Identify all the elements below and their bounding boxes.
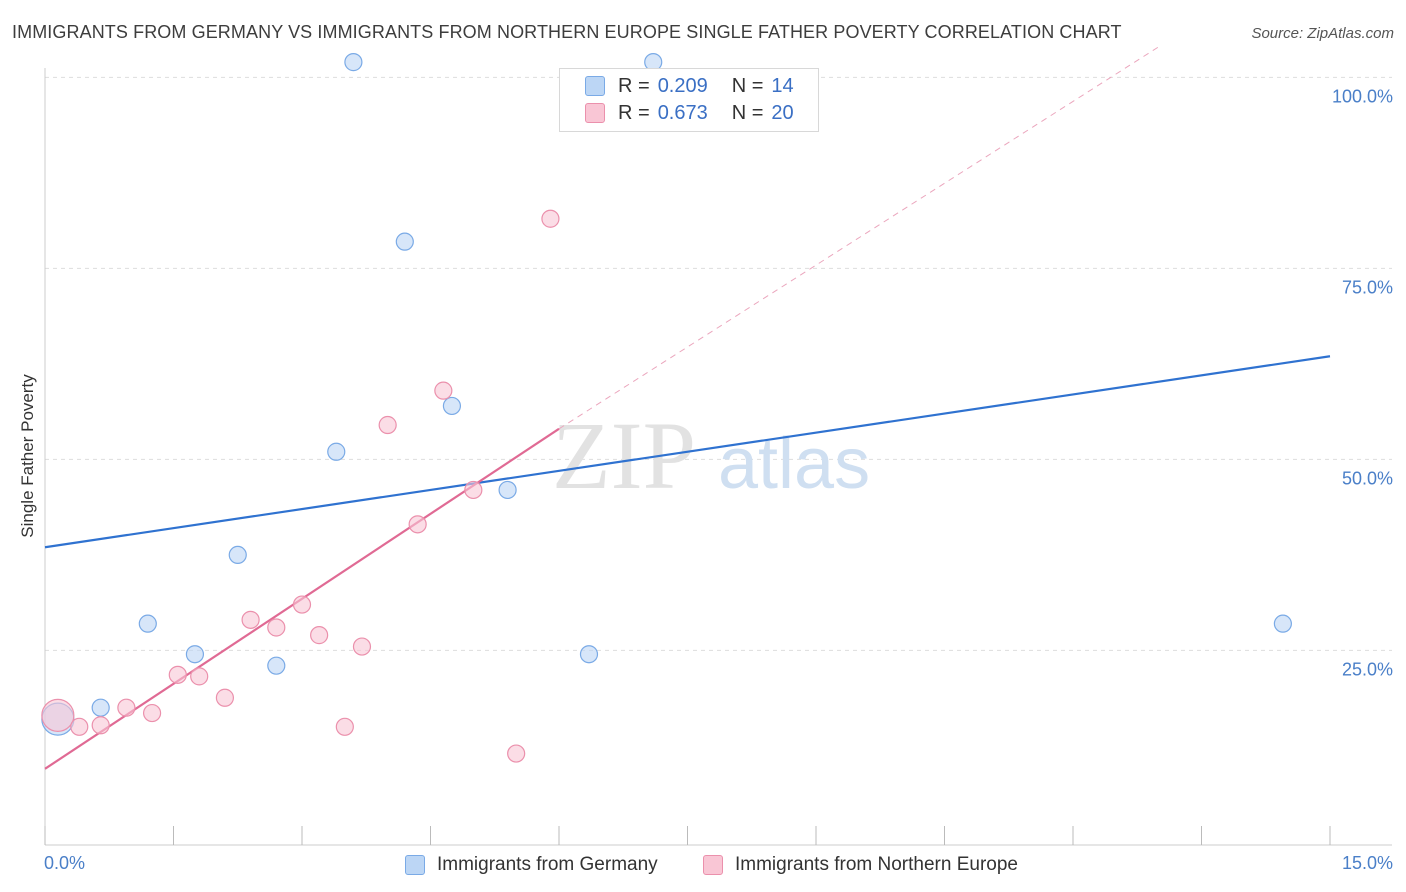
legend-label-northern-europe: Immigrants from Northern Europe [735,854,1018,875]
watermark-atlas: atlas [718,424,870,504]
germany-point [579,645,599,664]
northern-europe-point [241,610,260,629]
n-label: N = [731,101,764,124]
northern-europe-point [91,716,110,735]
y-tick-label: 50.0% [1342,468,1393,488]
northern-europe-point [41,698,75,732]
grid-lines [45,76,1392,651]
watermark: ZIP atlas [552,402,870,509]
northern-europe-point [292,595,312,614]
x-tick-label: 15.0% [1342,853,1393,873]
x-tick-label: 0.0% [44,853,85,873]
y-tick-label: 75.0% [1342,277,1393,297]
legend-item-northern-europe[interactable]: Immigrants from Northern Europe [703,852,1018,878]
northern-europe-point [352,637,372,656]
northern-europe-point [142,703,162,723]
tick-labels: 25.0% 50.0% 75.0% 100.0% 0.0% 15.0% [44,86,1393,873]
germany-point [344,53,363,72]
northern-europe-point [117,698,136,717]
northern-europe-trend-extension [558,46,1159,430]
r-label: R = [618,101,650,124]
r-value: 0.673 [657,101,708,124]
r-value: 0.209 [657,74,708,97]
watermark-zip: ZIP [552,402,696,509]
chart-title: IMMIGRANTS FROM GERMANY VS IMMIGRANTS FR… [12,22,1122,42]
legend-item-germany[interactable]: Immigrants from Germany [405,852,658,878]
northern-europe-point [541,209,560,228]
northern-europe-point [215,688,234,707]
stats-legend-row-northern-europe: R = 0.673 N = 20 [585,100,794,126]
r-label: R = [618,74,650,97]
northern-europe-swatch [585,103,605,123]
northern-europe-point [168,665,187,684]
stats-legend-row-germany: R = 0.209 N = 14 [585,73,794,99]
stats-legend: R = 0.209 N = 14 R = 0.673 N = 20 [559,68,819,132]
germany-point [327,442,346,461]
germany-point [138,614,157,633]
n-label: N = [731,74,764,97]
northern-europe-point [267,618,286,637]
northern-europe-point [464,480,483,500]
germany-point [395,232,414,251]
northern-europe-point [310,626,329,645]
germany-point [228,545,247,565]
legend-label-germany: Immigrants from Germany [437,854,658,875]
northern-europe-point [190,667,209,686]
northern-europe-point [507,744,526,763]
n-value: 14 [771,74,794,97]
northern-europe-point [434,381,453,400]
germany-swatch [585,76,605,96]
northern-europe-point [335,717,354,736]
germany-trend-line [44,355,1331,549]
y-tick-label: 25.0% [1342,659,1393,679]
northern-europe-point [378,415,397,435]
series-legend: Immigrants from Germany Immigrants from … [0,852,1406,878]
germany-point [498,480,517,500]
germany-point [267,656,286,675]
germany-point [442,396,462,416]
germany-point [185,645,205,664]
n-value: 20 [771,101,794,124]
northern-europe-legend-swatch [703,855,723,875]
germany-legend-swatch [405,855,425,875]
y-tick-label: 100.0% [1332,86,1393,106]
source-label: Source: ZipAtlas.com [1251,25,1394,42]
northern-europe-point [408,515,427,534]
data-points [41,53,1292,763]
germany-point [91,698,110,717]
germany-point [1273,614,1292,633]
northern-europe-point [70,717,89,736]
